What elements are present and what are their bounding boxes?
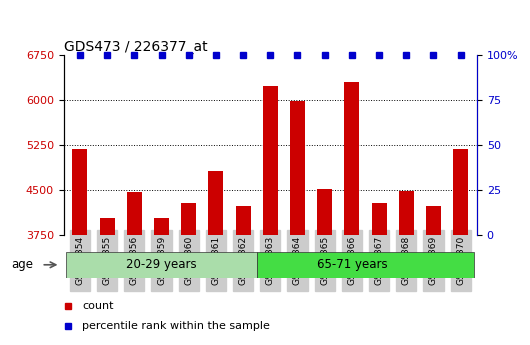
Bar: [317, 189, 332, 235]
Bar: [127, 192, 142, 235]
Bar: [236, 206, 251, 235]
Bar: [263, 86, 278, 235]
Bar: [257, 252, 474, 278]
Bar: [154, 218, 169, 235]
Text: 20-29 years: 20-29 years: [126, 258, 197, 271]
Bar: [290, 101, 305, 235]
Bar: [66, 252, 257, 278]
Bar: [100, 218, 114, 235]
Bar: [372, 203, 386, 235]
Text: GDS473 / 226377_at: GDS473 / 226377_at: [64, 40, 207, 54]
Text: age: age: [12, 258, 33, 271]
Bar: [426, 207, 441, 235]
Bar: [181, 203, 196, 235]
Bar: [344, 82, 359, 235]
Text: count: count: [82, 301, 114, 311]
Text: 65-71 years: 65-71 years: [316, 258, 387, 271]
Bar: [208, 171, 223, 235]
Bar: [399, 191, 414, 235]
Text: percentile rank within the sample: percentile rank within the sample: [82, 321, 270, 331]
Bar: [453, 149, 468, 235]
Bar: [73, 149, 87, 235]
